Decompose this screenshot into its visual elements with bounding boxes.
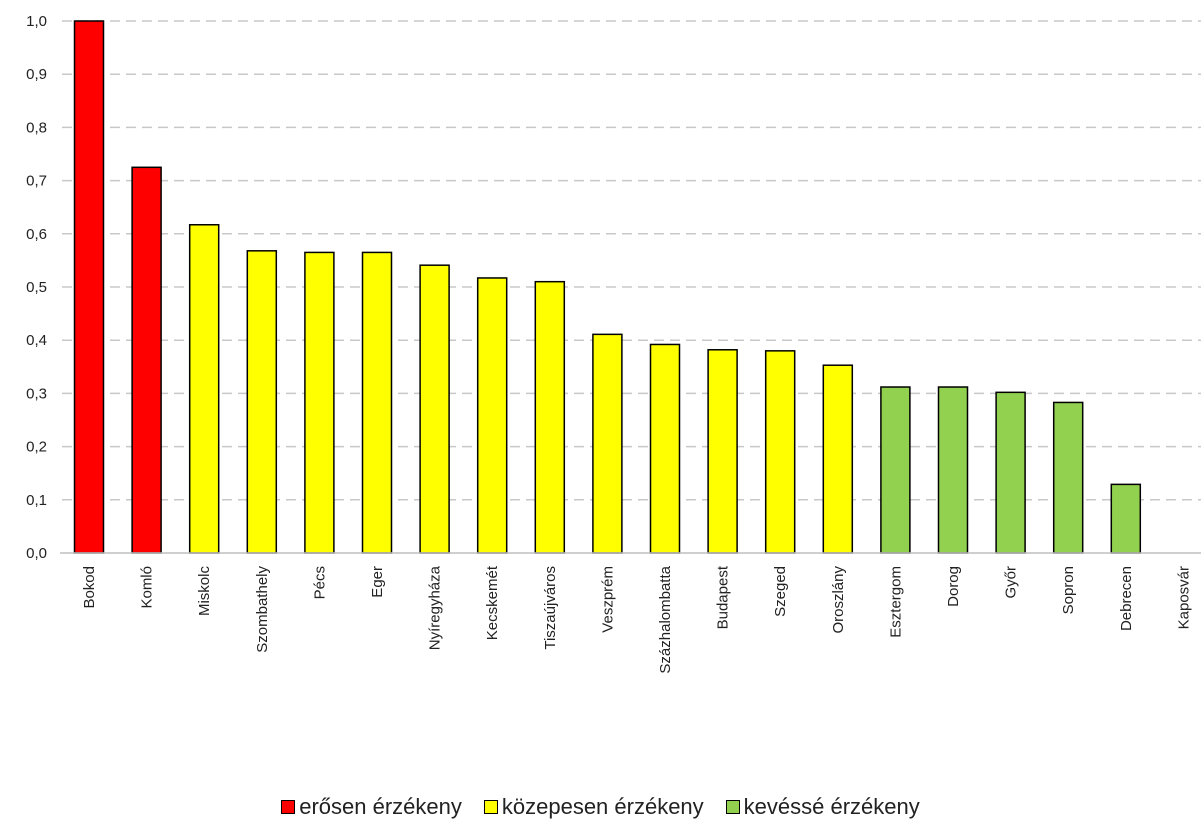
- bar: [131, 166, 162, 554]
- bar: [707, 349, 738, 554]
- x-category-label: Esztergom: [887, 566, 904, 638]
- legend-label-low: kevéssé érzékeny: [743, 794, 920, 819]
- y-tick-label: 0,0: [26, 545, 47, 562]
- bar-chart: 0,0 0,1 0,2 0,3 0,4 0,5 0,6 0,7 0,8 0,9 1,0 Bokod K…: [26, 13, 1201, 674]
- bar: [822, 364, 854, 554]
- bar: [534, 280, 566, 554]
- legend-label-medium: közepesen érzékeny: [501, 794, 704, 819]
- y-tick-label: 0,1: [26, 492, 47, 509]
- legend-swatch-high: [281, 800, 296, 814]
- y-tick-label: 0,3: [26, 385, 47, 402]
- y-tick-label: 0,5: [26, 279, 47, 296]
- legend: erősen érzékeny közepesen érzékeny kevés…: [0, 790, 1201, 824]
- y-tick-label: 0,2: [26, 439, 47, 456]
- grid-lines: [62, 20, 1201, 501]
- y-tick-label: 0,6: [26, 226, 47, 243]
- x-category-label: Oroszlány: [830, 566, 847, 634]
- x-category-label: Miskolc: [196, 566, 213, 617]
- x-category-label: Dorog: [945, 566, 962, 607]
- x-category-label: Nyíregyháza: [427, 565, 444, 650]
- bar: [304, 251, 335, 554]
- y-axis-ticks: 0,0 0,1 0,2 0,3 0,4 0,5 0,6 0,7 0,8 0,9 1,0: [26, 13, 47, 562]
- y-tick-label: 0,7: [26, 173, 47, 190]
- bar: [764, 350, 796, 554]
- bar: [476, 277, 508, 554]
- y-tick-label: 0,8: [26, 119, 47, 136]
- legend-swatch-medium: [483, 800, 498, 814]
- bar: [592, 333, 623, 554]
- bar: [73, 20, 105, 554]
- x-category-label: Budapest: [715, 565, 732, 629]
- x-category-label: Szeged: [772, 566, 789, 617]
- bar: [995, 391, 1026, 554]
- y-tick-label: 0,4: [26, 332, 47, 349]
- bar: [1052, 401, 1084, 554]
- legend-item-medium: közepesen érzékeny: [483, 794, 704, 820]
- x-category-label: Veszprém: [599, 566, 616, 633]
- legend-item-high: erősen érzékeny: [281, 794, 462, 820]
- bar: [419, 264, 450, 554]
- bar: [649, 343, 681, 554]
- legend-item-low: kevéssé érzékeny: [725, 794, 920, 820]
- bar: [188, 224, 220, 554]
- bar: [880, 386, 911, 554]
- y-tick-label: 0,9: [26, 66, 47, 83]
- x-category-label: Sopron: [1060, 566, 1077, 614]
- x-category-label: Debrecen: [1118, 566, 1135, 631]
- x-category-label: Kaposvár: [1175, 566, 1192, 629]
- x-category-label: Komló: [139, 566, 156, 609]
- x-category-label: Kecskemét: [484, 565, 501, 640]
- x-category-label: Százhalombatta: [657, 565, 674, 673]
- x-axis-labels: Bokod Komló Miskolc Szombathely Pécs Eger Nyír…: [81, 565, 1192, 673]
- bar: [361, 251, 393, 554]
- x-category-label: Szombathely: [254, 566, 271, 653]
- x-category-label: Eger: [369, 566, 386, 598]
- legend-label-high: erősen érzékeny: [299, 794, 462, 819]
- bar: [246, 250, 278, 554]
- x-category-label: Tiszaújváros: [542, 566, 559, 650]
- y-tick-label: 1,0: [26, 13, 47, 30]
- bars: [73, 20, 1142, 554]
- x-category-label: Bokod: [81, 566, 98, 609]
- legend-swatch-low: [725, 800, 740, 814]
- bar: [1110, 483, 1142, 554]
- x-category-label: Győr: [1003, 566, 1020, 599]
- x-category-label: Pécs: [311, 566, 328, 599]
- bar: [937, 386, 969, 554]
